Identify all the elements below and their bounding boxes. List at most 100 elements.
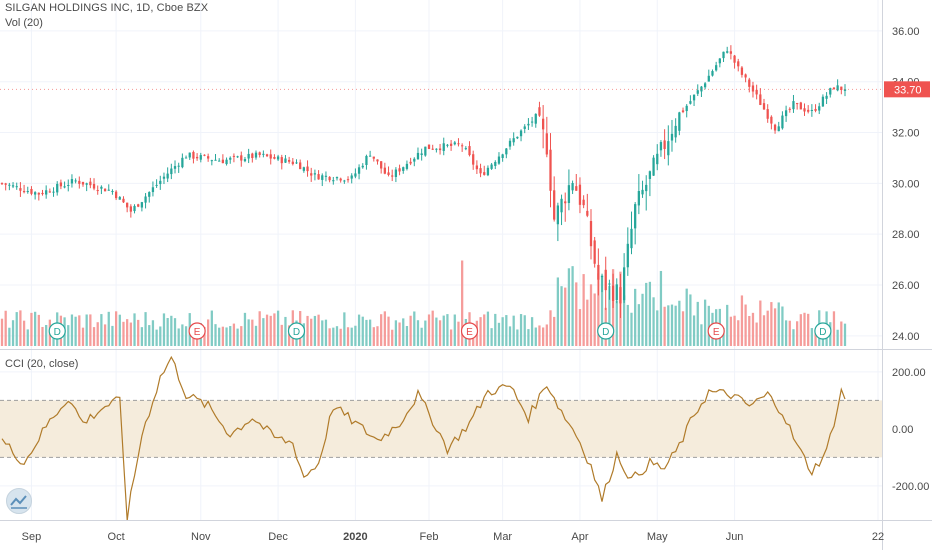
candle-body [553, 190, 556, 220]
candle-body [339, 178, 342, 181]
volume-bar [442, 315, 445, 346]
candle-body [8, 184, 11, 186]
candle-body [542, 118, 545, 130]
candle-body [140, 202, 144, 208]
candle-body [501, 154, 504, 158]
volume-bar [350, 327, 353, 346]
event-marker-earnings[interactable]: E [188, 322, 206, 340]
price-tick-label: 26.00 [892, 280, 920, 292]
volume-bar [733, 315, 736, 346]
candle-body [402, 167, 405, 171]
volume-bar [177, 328, 180, 346]
candle-body [409, 161, 412, 164]
event-marker-dividend[interactable]: D [597, 322, 615, 340]
volume-bar [553, 316, 556, 346]
candle-body [663, 140, 666, 150]
volume-bar [22, 320, 26, 346]
volume-bar [670, 304, 674, 346]
volume-bar [85, 314, 88, 346]
event-marker-dividend[interactable]: D [48, 322, 66, 340]
candle-body [497, 156, 501, 164]
candle-body [243, 159, 247, 162]
price-tick-label: 24.00 [892, 331, 920, 343]
volume-bar [564, 287, 567, 346]
event-marker-dividend[interactable]: D [287, 322, 306, 340]
symbol-legend[interactable]: SILGAN HOLDINGS INC, 1D, Cboe BZX [5, 2, 209, 14]
volume-bar [262, 318, 265, 346]
volume-bar [575, 282, 578, 346]
volume-bar [240, 326, 243, 346]
volume-legend[interactable]: Vol (20) [5, 17, 43, 29]
candle-body [269, 154, 272, 159]
event-marker-earnings[interactable]: E [707, 322, 725, 340]
candle-body [626, 243, 629, 268]
volume-bar [26, 329, 29, 346]
candle-body [803, 108, 806, 112]
volume-bars [0, 260, 847, 346]
volume-bar [376, 326, 379, 346]
candle-body [703, 83, 707, 88]
volume-bar [218, 327, 221, 346]
volume-bar [538, 325, 541, 346]
candle-body [236, 156, 239, 158]
candle-body [611, 285, 615, 301]
candle-body [173, 166, 177, 169]
event-marker-dividend[interactable]: D [814, 322, 832, 340]
candle-body [656, 153, 659, 165]
volume-bar [770, 302, 773, 346]
candle-body [181, 157, 184, 168]
candle-body [560, 198, 563, 213]
candle-body [564, 201, 567, 204]
volume-bar [810, 328, 814, 346]
candle-body [37, 192, 40, 195]
candle-body [240, 155, 243, 161]
candle-body [30, 188, 33, 194]
volume-bar [383, 311, 386, 346]
candle-body [148, 192, 151, 197]
candle-body [796, 103, 799, 105]
candle-body [114, 191, 118, 199]
event-circle [188, 322, 206, 340]
volume-bar [276, 310, 280, 346]
candle-body [600, 275, 604, 278]
volume-bar [571, 266, 574, 346]
candle-body [751, 85, 755, 92]
time-tick-label: Sep [22, 531, 42, 543]
volume-bar [751, 312, 755, 346]
candle-body [4, 183, 7, 185]
candle-body [773, 124, 777, 131]
volume-bar [74, 316, 77, 346]
candle-body [615, 284, 618, 301]
cci-legend[interactable]: CCI (20, close) [5, 358, 79, 370]
candle-body [221, 159, 225, 164]
candle-body [604, 269, 607, 291]
candle-body [398, 168, 401, 172]
time-tick-label: May [647, 531, 668, 543]
event-marker-earnings[interactable]: E [460, 322, 479, 340]
candle-body [645, 184, 648, 192]
candle-body [159, 180, 162, 185]
candle-body [405, 163, 409, 169]
volume-bar [645, 282, 648, 346]
volume-bar [181, 324, 184, 346]
candle-body [766, 109, 769, 119]
candle-body [512, 138, 515, 143]
last-price-tag-bg [884, 81, 930, 98]
volume-bar [394, 320, 398, 346]
tradingview-logo-icon[interactable] [6, 488, 32, 514]
volume-bar [114, 311, 118, 346]
volume-bar [409, 315, 412, 346]
volume-bar [486, 311, 490, 346]
volume-bar [170, 315, 173, 346]
volume-bar [556, 277, 560, 346]
candle-body [453, 142, 456, 145]
volume-bar [696, 301, 699, 346]
volume-bar [527, 329, 530, 346]
volume-bar [497, 322, 501, 346]
candle-body [122, 198, 125, 203]
candle-body [567, 185, 571, 204]
candle-body [792, 101, 795, 110]
